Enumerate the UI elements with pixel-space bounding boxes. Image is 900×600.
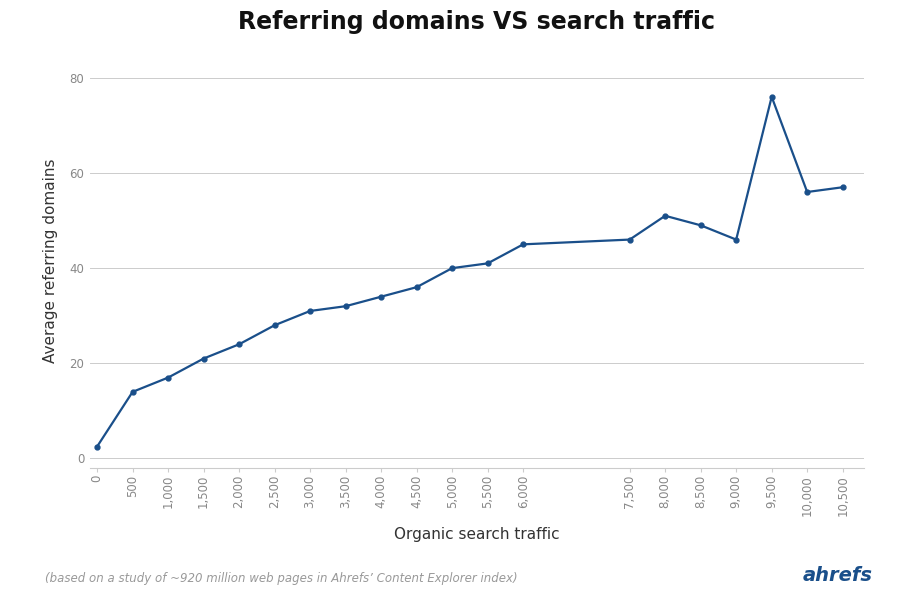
Text: ahrefs: ahrefs [803, 566, 873, 585]
Title: Referring domains VS search traffic: Referring domains VS search traffic [238, 10, 716, 34]
Text: (based on a study of ~920 million web pages in Ahrefs’ Content Explorer index): (based on a study of ~920 million web pa… [45, 572, 518, 585]
X-axis label: Organic search traffic: Organic search traffic [394, 527, 560, 542]
Y-axis label: Average referring domains: Average referring domains [43, 159, 58, 363]
